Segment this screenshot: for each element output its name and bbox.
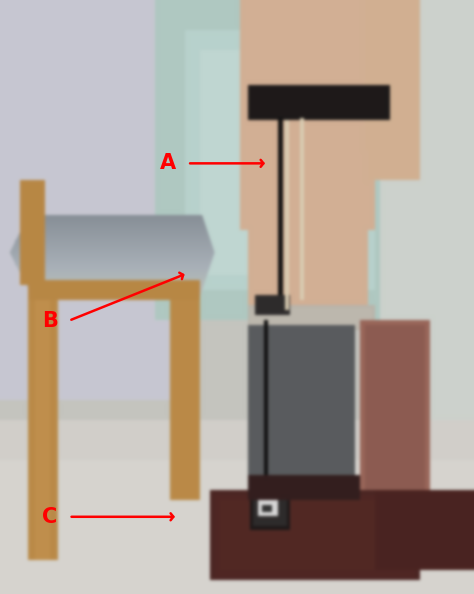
Text: A: A: [160, 153, 176, 173]
Text: B: B: [42, 311, 58, 331]
Text: C: C: [42, 507, 57, 527]
